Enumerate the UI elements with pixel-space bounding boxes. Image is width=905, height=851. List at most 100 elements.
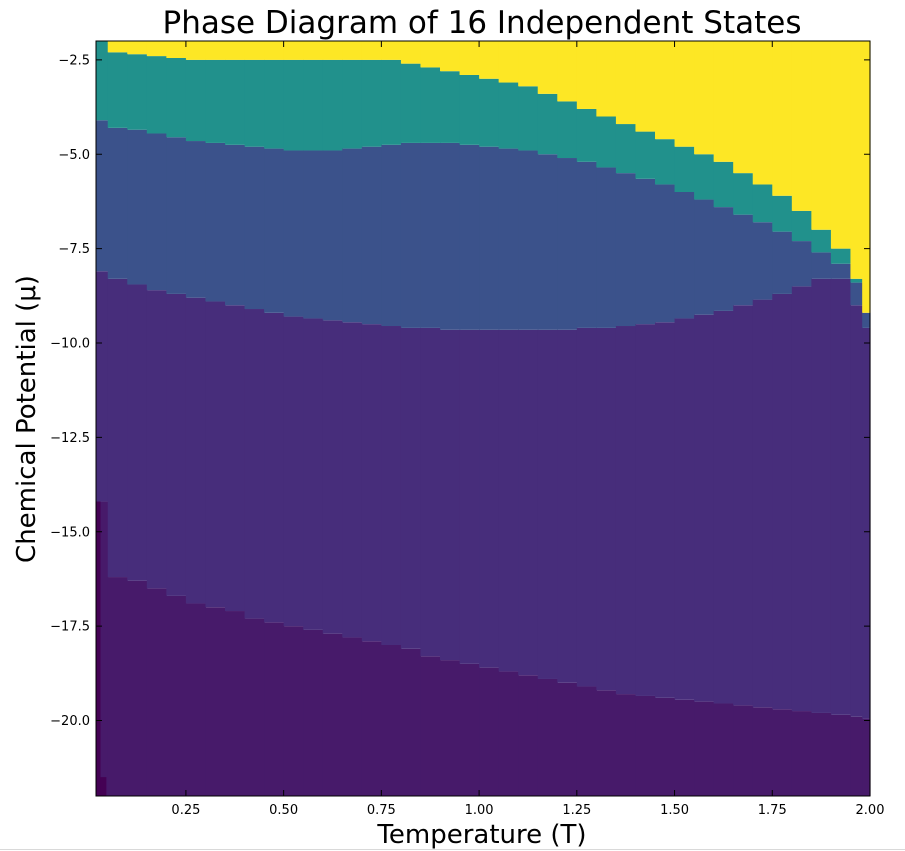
y-tick-label: −5.0 (58, 148, 90, 163)
phase-cell (96, 777, 107, 797)
phase-cell (596, 167, 617, 328)
phase-cell (752, 41, 773, 185)
phase-cell (635, 324, 656, 696)
phase-cell (127, 580, 148, 796)
phase-cell (674, 41, 695, 147)
phase-cell (440, 71, 461, 143)
phase-cell (713, 161, 734, 208)
phase-cell (830, 248, 852, 264)
phase-cell (537, 329, 558, 679)
phase-cell (596, 690, 617, 796)
phase-cell (596, 327, 617, 691)
phase-cell (322, 633, 343, 796)
phase-cell (96, 271, 109, 502)
phase-cell (127, 41, 148, 55)
chart-title: Phase Diagram of 16 Independent States (163, 5, 802, 41)
phase-cell (694, 41, 715, 155)
phase-cell (537, 678, 558, 796)
phase-cell (146, 588, 167, 797)
phase-cell (635, 41, 656, 132)
phase-cell (537, 41, 558, 94)
phase-cell (635, 131, 656, 179)
x-tick-label: 1.00 (465, 803, 494, 818)
phase-cell (518, 41, 539, 87)
phase-cell (557, 41, 578, 102)
phase-cell (361, 146, 382, 325)
phase-cell (518, 86, 539, 151)
phase-cell (655, 41, 676, 140)
x-axis-label: Temperature (T) (376, 820, 586, 850)
phase-cell (459, 74, 480, 145)
phase-cell (185, 59, 207, 142)
phase-cell (283, 41, 304, 60)
phase-cell (185, 297, 207, 604)
phase-cell (850, 305, 863, 717)
phase-cell (694, 199, 715, 315)
phase-cell (752, 222, 773, 300)
phase-cell (225, 144, 246, 306)
phase-cell (518, 675, 539, 796)
phase-cell (811, 278, 832, 713)
phase-cell (791, 41, 812, 211)
phase-cell (635, 695, 656, 796)
phase-cell (303, 59, 324, 151)
phase-cell (127, 284, 148, 581)
phase-cell (479, 146, 500, 330)
phase-cell (862, 327, 871, 719)
y-tick-label: −2.5 (58, 53, 90, 68)
phase-cell (420, 656, 441, 796)
phase-cell (655, 184, 676, 323)
heatmap-cells (96, 41, 871, 797)
phase-cell (694, 701, 715, 797)
phase-cell (420, 142, 441, 328)
phase-cell (381, 41, 402, 60)
phase-cell (655, 139, 676, 185)
phase-cell (440, 41, 461, 72)
phase-cell (498, 671, 519, 796)
phase-cell (440, 660, 461, 796)
phase-cell (381, 326, 402, 645)
phase-cell (420, 327, 441, 657)
y-tick-label: −17.5 (50, 620, 90, 635)
y-axis-label: Chemical Potential (μ) (12, 275, 42, 563)
phase-cell (342, 148, 363, 323)
phase-cell (342, 41, 363, 60)
phase-cell (733, 41, 754, 174)
phase-cell (733, 173, 754, 215)
phase-cell (264, 41, 285, 60)
phase-cell (205, 607, 226, 796)
phase-cell (655, 322, 676, 698)
phase-cell (537, 93, 558, 155)
phase-cell (811, 41, 832, 230)
phase-cell (498, 329, 519, 672)
axis-ticks: 0.25 0.50 0.75 1.00 1.25 1.50 1.75 2.00 −2.5 −5.0… (50, 41, 884, 818)
phase-cell (850, 716, 863, 796)
phase-cell (303, 150, 324, 319)
phase-cell (479, 667, 500, 796)
phase-cell (791, 241, 812, 287)
phase-cell (361, 59, 382, 147)
phase-cell (537, 154, 558, 330)
phase-cell (146, 41, 167, 57)
phase-cell (615, 173, 637, 327)
phase-cell (674, 146, 695, 192)
phase-cell (752, 299, 773, 708)
phase-cell (283, 150, 304, 317)
phase-cell (830, 263, 852, 279)
phase-cell (166, 137, 187, 294)
phase-cell (576, 41, 597, 109)
phase-cell (655, 697, 676, 796)
phase-cell (400, 41, 422, 64)
phase-cell (381, 144, 402, 327)
phase-cell (107, 52, 128, 128)
phase-cell (576, 108, 597, 162)
phase-cell (381, 645, 402, 796)
phase-cell (635, 178, 656, 325)
phase-cell (244, 146, 265, 310)
phase-cell (96, 120, 109, 272)
phase-cell (576, 161, 597, 328)
phase-cell (459, 144, 480, 330)
phase-cell (107, 127, 128, 279)
phase-cell (381, 59, 402, 145)
phase-cell (772, 293, 793, 710)
